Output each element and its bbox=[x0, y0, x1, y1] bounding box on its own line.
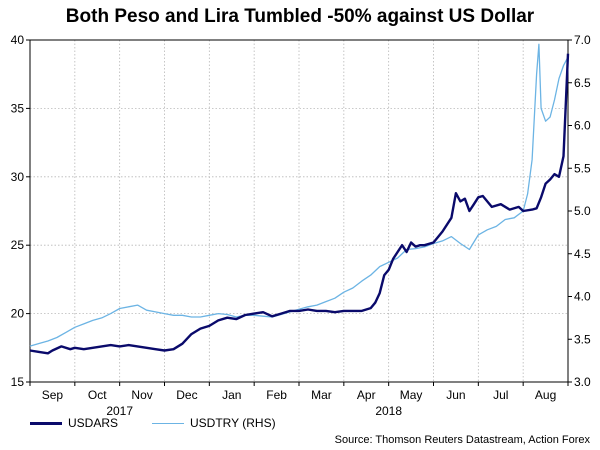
legend-item-usdtry: USDTRY (RHS) bbox=[152, 416, 276, 430]
x-tick-label-month: Jun bbox=[446, 388, 465, 402]
left-tick-label: 20 bbox=[11, 307, 25, 321]
x-tick-label-month: Sep bbox=[42, 388, 64, 402]
x-axis: Sep Oct Nov Dec Jan Feb Mar Apr May Jun Jul Aug 2017… bbox=[29, 382, 569, 418]
x-tick-label-month: Feb bbox=[266, 388, 287, 402]
chart-title: Both Peso and Lira Tumbled -50% against … bbox=[65, 6, 535, 27]
right-tick-label: 5.0 bbox=[574, 204, 591, 218]
left-tick-label: 40 bbox=[11, 33, 25, 47]
x-tick-label-month: Nov bbox=[131, 388, 152, 402]
x-tick-label-month: May bbox=[400, 388, 423, 402]
left-tick-label: 25 bbox=[11, 238, 25, 252]
right-tick-label: 6.5 bbox=[574, 76, 591, 90]
right-tick-label: 5.5 bbox=[574, 161, 591, 175]
x-tick-label-month: Mar bbox=[311, 388, 332, 402]
legend: USDARS USDTRY (RHS) bbox=[30, 416, 276, 430]
right-tick-label: 6.0 bbox=[574, 119, 591, 133]
x-tick-label-month: Jul bbox=[493, 388, 508, 402]
x-tick-label-month: Oct bbox=[88, 388, 107, 402]
legend-label-usdars: USDARS bbox=[68, 416, 119, 430]
right-tick-label: 7.0 bbox=[574, 33, 591, 47]
right-axis: 3.0 3.5 4.0 4.5 5.0 5.5 6.0 6.5 7.0 bbox=[568, 33, 591, 389]
right-tick-label: 3.0 bbox=[574, 375, 591, 389]
x-tick-label-month: Apr bbox=[357, 388, 376, 402]
right-tick-label: 3.5 bbox=[574, 332, 591, 346]
series-line-usdars bbox=[29, 53, 570, 355]
x-tick-label-month: Aug bbox=[535, 388, 556, 402]
left-tick-label: 35 bbox=[11, 101, 25, 115]
right-tick-label: 4.0 bbox=[574, 290, 591, 304]
left-tick-label: 15 bbox=[11, 375, 25, 389]
legend-item-usdars: USDARS bbox=[30, 416, 118, 430]
legend-label-usdtry: USDTRY (RHS) bbox=[190, 416, 276, 430]
source-note: Source: Thomson Reuters Datastream, Acti… bbox=[334, 434, 590, 446]
x-tick-label-year: 2018 bbox=[375, 404, 402, 418]
x-tick-label-year: 2017 bbox=[106, 404, 133, 418]
legend-swatch-usdtry bbox=[152, 422, 185, 424]
series-layer bbox=[29, 43, 570, 355]
left-axis: 15 20 25 30 35 40 bbox=[11, 33, 30, 389]
right-tick-label: 4.5 bbox=[574, 247, 591, 261]
left-tick-label: 30 bbox=[11, 170, 25, 184]
legend-swatch-usdars bbox=[30, 421, 62, 425]
x-tick-label-month: Jan bbox=[222, 388, 241, 402]
gridlines bbox=[30, 40, 568, 382]
x-tick-label-month: Dec bbox=[176, 388, 197, 402]
